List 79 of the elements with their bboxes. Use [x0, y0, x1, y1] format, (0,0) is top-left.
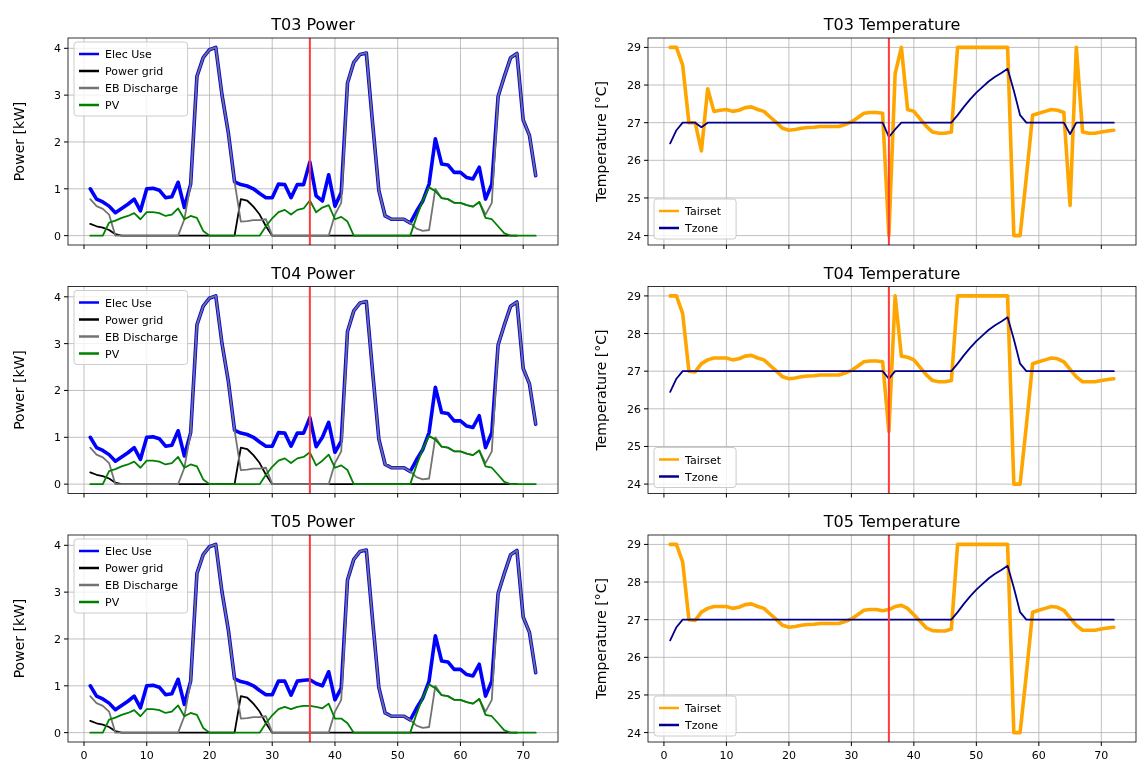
y-tick-label: 26	[627, 402, 641, 416]
y-tick-label: 24	[627, 229, 641, 243]
x-tick-label: 60	[1031, 749, 1046, 762]
x-tick-label: 30	[265, 749, 280, 762]
x-tick-label: 70	[516, 749, 531, 762]
y-tick-label: 25	[627, 191, 641, 205]
legend-label: Elec Use	[105, 48, 153, 61]
y-tick-label: 4	[54, 42, 61, 56]
y-tick-label: 25	[627, 688, 641, 702]
legend-label: Power grid	[105, 562, 164, 575]
y-axis-title: Power [kW]	[11, 598, 27, 679]
legend-label: Elec Use	[105, 296, 153, 310]
y-tick-label: 0	[54, 229, 61, 243]
y-tick-label: 28	[627, 327, 641, 341]
x-tick-label: 70	[1094, 749, 1109, 762]
x-tick-label: 50	[390, 749, 405, 762]
legend-label: EB Discharge	[105, 82, 179, 95]
legend-label: Tzone	[684, 719, 719, 732]
legend-label: PV	[105, 347, 120, 361]
y-tick-label: 25	[627, 440, 641, 454]
legend-label: PV	[105, 596, 120, 609]
y-axis-title: Power [kW]	[11, 350, 27, 430]
y-tick-label: 3	[54, 337, 61, 351]
y-axis-title: Power [kW]	[11, 101, 27, 182]
y-tick-label: 28	[627, 79, 641, 93]
x-tick-label: 0	[80, 749, 88, 762]
legend-label: Tzone	[684, 222, 719, 235]
legend-label: PV	[105, 99, 120, 112]
x-tick-label: 60	[453, 749, 468, 762]
x-tick-label: 40	[906, 749, 921, 762]
x-tick-label: 40	[327, 749, 342, 762]
y-tick-label: 3	[54, 89, 61, 103]
y-tick-label: 24	[627, 726, 641, 740]
legend-label: Power grid	[105, 65, 164, 78]
legend-label: EB Discharge	[105, 579, 179, 592]
chart-title: T05 Temperature	[822, 512, 961, 531]
y-tick-label: 29	[627, 289, 641, 303]
x-tick-label: 30	[844, 749, 859, 762]
y-tick-label: 3	[54, 586, 61, 600]
y-axis-title: Temperature [°C]	[593, 81, 609, 203]
legend-label: EB Discharge	[105, 330, 179, 344]
legend-label: Tzone	[684, 470, 719, 484]
y-tick-label: 29	[627, 538, 641, 552]
y-tick-label: 24	[627, 478, 641, 492]
chart-title: T04 Power	[270, 263, 356, 283]
y-tick-label: 2	[54, 384, 61, 398]
y-tick-label: 2	[54, 135, 61, 149]
legend-label: Tairset	[684, 205, 722, 218]
y-tick-label: 26	[627, 154, 641, 168]
x-tick-label: 20	[202, 749, 217, 762]
x-tick-label: 20	[781, 749, 796, 762]
chart-title: T04 Temperature	[822, 263, 961, 283]
y-tick-label: 1	[54, 182, 61, 196]
chart-title: T05 Power	[270, 512, 356, 531]
legend-label: Tairset	[684, 453, 722, 467]
y-tick-label: 0	[54, 478, 61, 492]
y-tick-label: 26	[627, 651, 641, 665]
y-axis-title: Temperature [°C]	[593, 329, 609, 452]
y-tick-label: 4	[54, 539, 61, 553]
x-tick-label: 10	[139, 749, 154, 762]
legend-label: Elec Use	[105, 545, 153, 558]
y-tick-label: 1	[54, 431, 61, 445]
y-tick-label: 28	[627, 576, 641, 590]
x-tick-label: 0	[660, 749, 668, 762]
y-tick-label: 29	[627, 41, 641, 55]
x-tick-label: 10	[719, 749, 734, 762]
y-axis-title: Temperature [°C]	[593, 578, 609, 700]
x-tick-label: 50	[969, 749, 984, 762]
y-tick-label: 27	[627, 613, 641, 627]
y-tick-label: 27	[627, 365, 641, 379]
y-tick-label: 0	[54, 726, 61, 740]
y-tick-label: 1	[54, 679, 61, 693]
y-tick-label: 4	[54, 290, 61, 304]
y-tick-label: 2	[54, 632, 61, 646]
legend-label: Tairset	[684, 702, 722, 715]
chart-title: T03 Power	[270, 15, 356, 34]
y-tick-label: 27	[627, 116, 641, 130]
legend-label: Power grid	[105, 313, 164, 327]
chart-title: T03 Temperature	[822, 15, 961, 34]
